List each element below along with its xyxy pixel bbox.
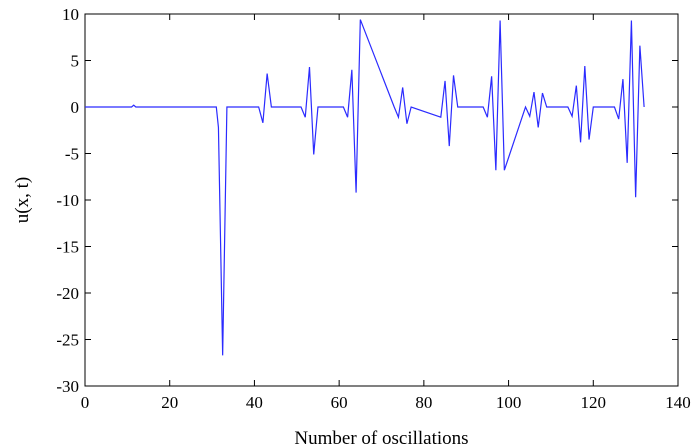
axis-ticks xyxy=(84,13,679,387)
x-tick-label: 40 xyxy=(246,393,263,412)
y-tick-label: -5 xyxy=(65,145,79,164)
x-tick-label: 80 xyxy=(415,393,432,412)
series-line xyxy=(85,19,645,356)
x-tick-label: 120 xyxy=(581,393,607,412)
x-tick-label: 100 xyxy=(496,393,522,412)
y-tick-label: 5 xyxy=(71,52,80,71)
y-tick-label: -15 xyxy=(56,238,79,257)
y-tick-label: -20 xyxy=(56,284,79,303)
y-tick-label: -25 xyxy=(56,331,79,350)
x-tick-label: 20 xyxy=(161,393,178,412)
plot-area xyxy=(84,13,679,387)
y-tick-label: 10 xyxy=(62,5,79,24)
x-tick-label: 60 xyxy=(331,393,348,412)
y-tick-label: -10 xyxy=(56,191,79,210)
axis-tick-labels: 0 20 40 60 80 100 120 140 10 5 0 -5 -10 -15 -20 -25 -30 xyxy=(56,5,690,412)
y-tick-label: -30 xyxy=(56,377,79,396)
x-tick-label: 140 xyxy=(665,393,691,412)
y-tick-label: 0 xyxy=(71,98,80,117)
y-axis-title: u(x, t) xyxy=(12,177,33,223)
x-axis-title: Number of oscillations xyxy=(294,428,468,448)
x-tick-label: 0 xyxy=(81,393,90,412)
